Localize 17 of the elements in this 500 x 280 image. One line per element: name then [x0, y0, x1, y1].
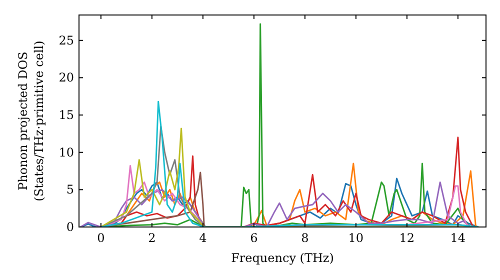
- x-tick-label: 0: [97, 231, 105, 245]
- y-axis-title: Phonon projected DOS (States/THz·primitive cell): [16, 40, 46, 202]
- y-tick-label: 15: [58, 108, 74, 122]
- x-tick-label: 8: [301, 231, 309, 245]
- y-tick-label: 10: [58, 145, 74, 160]
- y-tick-label: 20: [58, 70, 74, 85]
- x-tick-label: 4: [199, 231, 208, 245]
- y-tick-label: 0: [66, 220, 74, 234]
- y-tick-label: 5: [66, 182, 74, 197]
- x-tick-label: 12: [399, 231, 415, 245]
- x-tick-label: 10: [348, 231, 364, 245]
- x-tick-label: 14: [450, 231, 466, 245]
- y-tick-label: 25: [58, 33, 74, 48]
- line-series: [100, 100, 480, 227]
- x-tick-label: 6: [250, 231, 258, 245]
- x-tick-label: 2: [148, 231, 156, 245]
- x-axis-title: Frequency (THz): [231, 251, 334, 265]
